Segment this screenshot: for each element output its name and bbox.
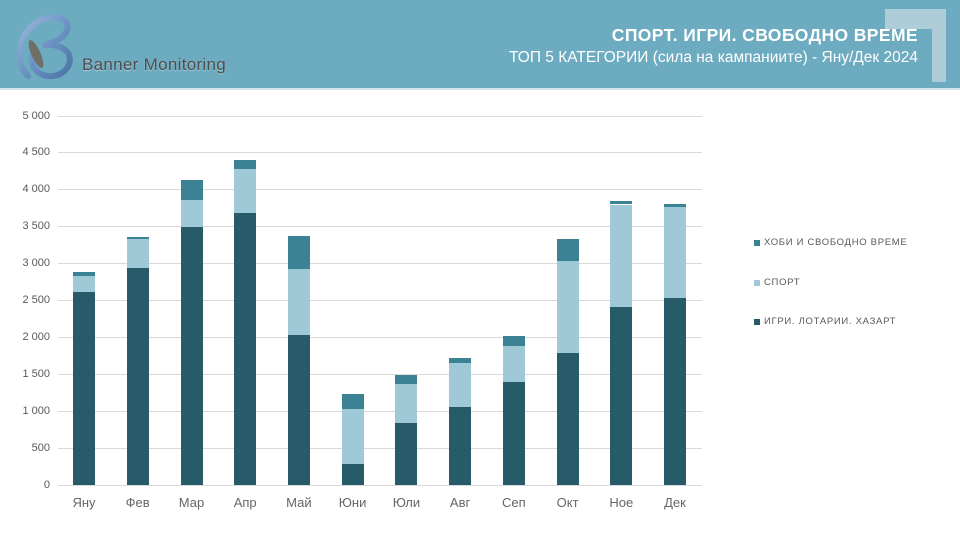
y-axis-tick-label: 0 — [43, 478, 50, 491]
bar-segment — [610, 201, 633, 205]
legend-label-hobby: ХОБИ И СВОБОДНО ВРЕМЕ — [764, 237, 908, 248]
x-axis-tick-label: Мар — [178, 495, 205, 510]
bar-segment — [502, 335, 525, 347]
bar-segment — [73, 271, 95, 276]
y-axis-tick-label: 3 000 — [22, 257, 50, 270]
bar-segment — [126, 268, 149, 485]
bar-segment — [341, 463, 364, 485]
gridline — [58, 373, 702, 375]
x-axis-tick-label: Юни — [338, 495, 367, 510]
corner-decoration-vertical — [932, 9, 946, 82]
gridline — [58, 447, 702, 449]
bar-segment — [126, 239, 149, 268]
gridline — [58, 263, 702, 265]
legend-item-hobby: ХОБИ И СВОБОДНО ВРЕМЕ — [754, 237, 907, 248]
bar-segment — [556, 261, 579, 353]
slide-subtitle: ТОП 5 КАТЕГОРИИ (сила на кампаниите) - Я… — [509, 49, 918, 66]
bar-segment — [610, 307, 633, 485]
gridline — [58, 152, 702, 154]
banner-monitoring-logo-icon — [18, 14, 73, 80]
bar-segment — [180, 200, 203, 227]
bar-segment — [180, 180, 203, 201]
y-axis-tick-label: 4 000 — [22, 183, 50, 196]
bar-segment — [180, 226, 203, 485]
bar-segment — [126, 236, 149, 240]
bar-segment — [664, 298, 686, 485]
bar-segment — [556, 238, 579, 262]
y-axis-tick-label: 500 — [31, 441, 50, 454]
bar-segment — [395, 374, 418, 384]
legend-item-sport: СПОРТ — [754, 277, 800, 288]
x-axis-tick-label: Авг — [449, 495, 471, 510]
legend-item-games: ИГРИ. ЛОТАРИИ. ХАЗАРТ — [754, 316, 896, 327]
y-axis-tick-label: 2 500 — [22, 294, 50, 306]
legend-swatch-games-icon — [754, 318, 760, 325]
gridline — [58, 336, 702, 338]
logo-text: Banner Monitoring — [82, 55, 227, 74]
x-axis-tick-label: Окт — [556, 495, 579, 510]
y-axis-tick-label: 4 500 — [22, 146, 50, 159]
bar-segment — [664, 204, 686, 207]
y-axis-tick-label: 5 000 — [22, 109, 50, 122]
bar-segment — [502, 346, 525, 383]
bar-segment — [341, 408, 364, 464]
bar-segment — [73, 275, 95, 292]
bar-segment — [287, 268, 310, 336]
x-axis-tick-label: Яну — [72, 495, 96, 510]
bar-segment — [556, 352, 579, 485]
bar-segment — [395, 383, 418, 423]
bar-segment — [449, 362, 472, 407]
gridline — [58, 226, 702, 228]
legend-label-games: ИГРИ. ЛОТАРИИ. ХАЗАРТ — [764, 316, 897, 327]
corner-decoration-horizontal — [885, 9, 946, 29]
x-axis-tick-label: Апр — [233, 495, 257, 510]
bar-segment — [287, 335, 310, 485]
bar-segment — [287, 235, 310, 269]
gridline — [58, 115, 702, 117]
x-axis-tick-label: Ное — [609, 495, 634, 510]
gridline — [58, 189, 702, 191]
x-axis-tick-label: Юли — [392, 495, 421, 510]
bar-segment — [502, 382, 525, 485]
gridline — [58, 484, 702, 486]
gridline — [58, 300, 702, 301]
bar-segment — [449, 358, 472, 363]
header: Banner Monitoring СПОРТ. ИГРИ. СВОБОДНО … — [0, 0, 960, 90]
y-axis-tick-label: 2 000 — [22, 330, 50, 343]
x-axis-tick-label: Май — [286, 495, 312, 510]
bar-segment — [395, 422, 418, 485]
bar-segment — [664, 206, 686, 299]
y-axis-tick-label: 1 500 — [22, 367, 50, 380]
legend-swatch-hobby-icon — [754, 239, 760, 246]
bar-segment — [449, 406, 472, 485]
y-axis-tick-label: 3 500 — [22, 220, 50, 233]
header-titles: СПОРТ. ИГРИ. СВОБОДНО ВРЕМЕ ТОП 5 КАТЕГО… — [509, 24, 918, 70]
bar-segment — [341, 393, 364, 409]
gridline — [58, 410, 702, 412]
bar-segment — [234, 169, 257, 214]
x-axis-tick-label: Сеп — [501, 495, 526, 510]
legend-label-sport: СПОРТ — [764, 277, 801, 288]
x-axis-tick-label: Фев — [125, 495, 150, 510]
y-axis-tick-label: 1 000 — [22, 404, 50, 417]
x-axis-tick-label: Дек — [664, 495, 686, 510]
bar-segment — [234, 160, 257, 170]
bar-segment — [73, 291, 95, 485]
slide-title: СПОРТ. ИГРИ. СВОБОДНО ВРЕМЕ — [611, 25, 918, 45]
bar-segment — [610, 204, 633, 308]
bar-segment — [234, 213, 257, 485]
legend-swatch-sport-icon — [754, 279, 760, 286]
